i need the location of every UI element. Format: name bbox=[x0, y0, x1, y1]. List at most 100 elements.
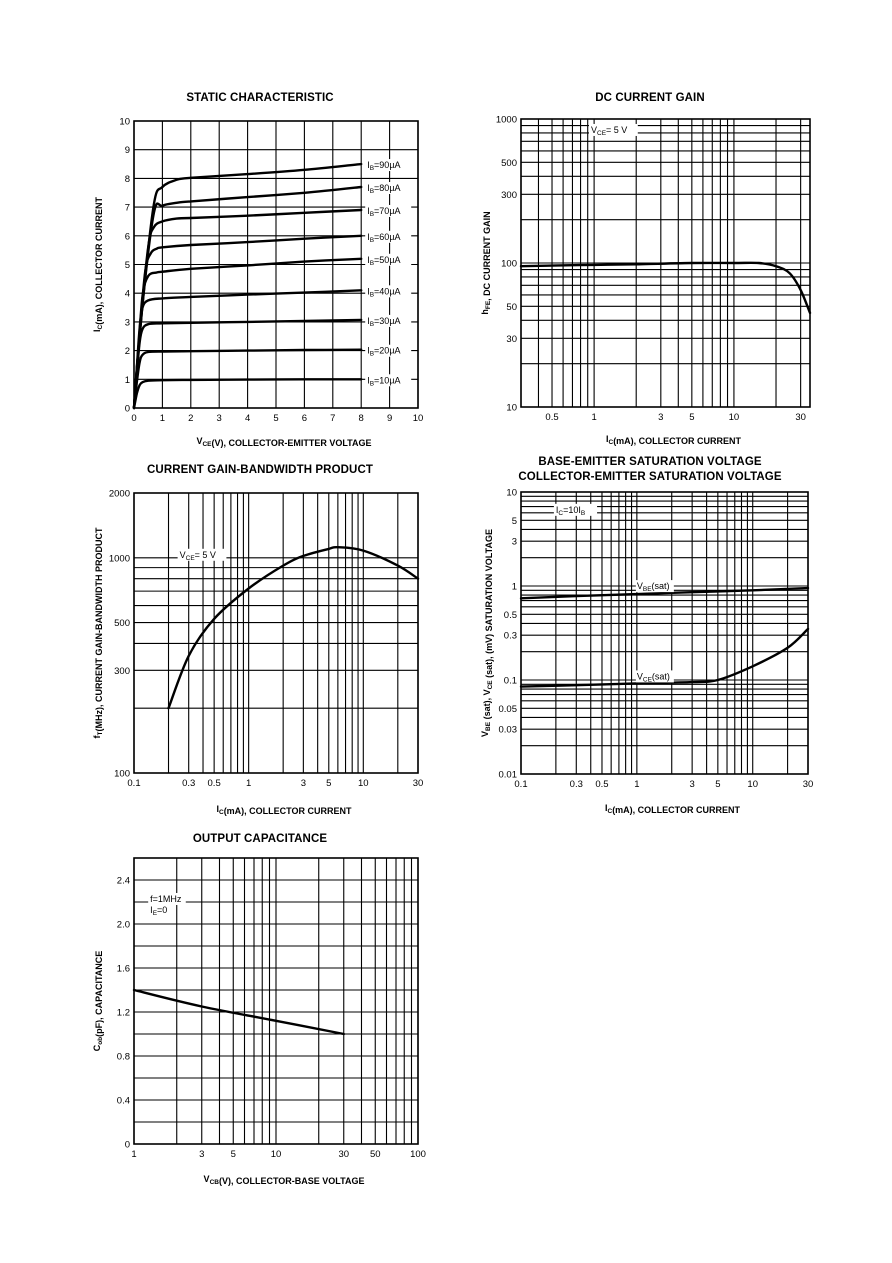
grid bbox=[520, 491, 809, 775]
y-tick-label: 2000 bbox=[109, 489, 130, 500]
curve-label-bg bbox=[365, 344, 412, 357]
series-line bbox=[519, 627, 810, 688]
sat-chart-plot: 0.1 0.3 0.5 1 3 5 10 30 0.01 0.03 0.05 0.1 0.3 0.5 1 3 5… bbox=[480, 488, 814, 816]
y-tick-label: 1000 bbox=[496, 115, 517, 126]
x-tick-label: 0.3 bbox=[570, 779, 583, 790]
y-tick-label: 500 bbox=[501, 158, 517, 169]
curve-label-bg bbox=[365, 230, 412, 243]
annotation-bg bbox=[148, 904, 175, 916]
ft-chart-plot: 0.1 0.3 0.5 1 3 5 10 30 100 300 500 1000 2000 IC(mA),… bbox=[92, 489, 424, 817]
x-tick-label: 10 bbox=[358, 778, 369, 789]
x-tick-label: 5 bbox=[715, 779, 720, 790]
annotation: VCE= 5 V bbox=[591, 125, 627, 137]
x-axis-label: IC(mA), COLLECTOR CURRENT bbox=[606, 434, 742, 446]
annotation: IC=10IB bbox=[556, 505, 585, 517]
x-tick-label: 30 bbox=[803, 779, 814, 790]
y-tick-label: 0.4 bbox=[117, 1096, 130, 1107]
y-tick-label: 0.8 bbox=[117, 1052, 130, 1063]
x-tick-label: 5 bbox=[689, 412, 694, 423]
y-tick-label: 0.05 bbox=[499, 704, 518, 715]
y-tick-label: 0 bbox=[125, 1140, 130, 1151]
y-tick-label: 1 bbox=[512, 582, 517, 593]
x-tick-label: 1 bbox=[634, 779, 639, 790]
y-tick-label: 30 bbox=[506, 334, 517, 345]
dcgain-chart: DC CURRENT GAIN 0.5 1 3 5 10 30 10 30 50 100 300 50… bbox=[470, 88, 830, 458]
x-axis-label: VCE(V), COLLECTOR-EMITTER VOLTAGE bbox=[196, 436, 371, 448]
x-tick-label: 6 bbox=[302, 413, 307, 424]
y-axis-label: Cob(pF), CAPACITANCE bbox=[92, 951, 104, 1052]
y-tick-label: 100 bbox=[114, 769, 130, 780]
curve-label: IB=10µA bbox=[367, 375, 400, 387]
annotation-bg bbox=[553, 503, 598, 516]
chart-title: BASE-EMITTER SATURATION VOLTAGE bbox=[538, 456, 762, 468]
y-tick-label: 0.1 bbox=[504, 676, 517, 687]
chart-title: STATIC CHARACTERISTIC bbox=[186, 92, 334, 104]
y-tick-label: 3 bbox=[125, 317, 130, 328]
curve-label-bg bbox=[365, 374, 412, 387]
y-tick-label: 4 bbox=[125, 289, 130, 300]
y-tick-label: 10 bbox=[506, 488, 517, 499]
y-tick-label: 1000 bbox=[109, 553, 130, 564]
y-tick-label: 50 bbox=[506, 302, 517, 313]
curve-label: IB=40µA bbox=[367, 286, 400, 298]
x-tick-label: 0.1 bbox=[514, 779, 527, 790]
x-tick-label: 10 bbox=[413, 413, 424, 424]
x-tick-label: 2 bbox=[188, 413, 193, 424]
chart-title: CURRENT GAIN-BANDWIDTH PRODUCT bbox=[147, 464, 373, 476]
series-line bbox=[132, 162, 363, 410]
annotation-bg bbox=[588, 123, 638, 136]
y-tick-label: 6 bbox=[125, 231, 130, 242]
plot-frame bbox=[133, 857, 419, 1145]
annotation: f=1MHz bbox=[150, 894, 182, 904]
y-tick-label: 0 bbox=[125, 404, 130, 415]
chart-title: DC CURRENT GAIN bbox=[595, 92, 705, 104]
y-tick-label: 500 bbox=[114, 618, 130, 629]
curve-label-bg bbox=[365, 285, 412, 298]
cob-chart-plot: 1 3 5 10 30 50 100 0 0.4 0.8 1.2 1.6 2.0 2.4 VCB(V), C… bbox=[92, 857, 426, 1186]
curve-label: IB=50µA bbox=[367, 255, 400, 267]
x-tick-label: 0.1 bbox=[127, 778, 140, 789]
cob-chart: OUTPUT CAPACITANCE 1 3 5 10 30 50 100 0 0.4 0.8 1.… bbox=[90, 832, 430, 1202]
y-tick-label: 5 bbox=[512, 516, 517, 527]
plot-frame bbox=[133, 120, 419, 409]
x-tick-label: 3 bbox=[301, 778, 306, 789]
curve-label-bg bbox=[635, 670, 674, 683]
y-tick-label: 9 bbox=[125, 145, 130, 156]
x-tick-label: 0.3 bbox=[182, 778, 195, 789]
x-tick-label: 3 bbox=[217, 413, 222, 424]
y-tick-label: 1.6 bbox=[117, 964, 130, 975]
curve-label-bg bbox=[365, 253, 412, 266]
curve-label: VCE(sat) bbox=[637, 671, 670, 683]
x-tick-label: 3 bbox=[658, 412, 663, 423]
plot-frame bbox=[520, 491, 809, 775]
y-axis-label: hFE, DC CURRENT GAIN bbox=[480, 211, 492, 314]
ft-chart: CURRENT GAIN-BANDWIDTH PRODUCT 0.1 0.3 0.5… bbox=[90, 462, 430, 832]
y-tick-label: 0.03 bbox=[499, 725, 518, 736]
x-tick-label: 30 bbox=[338, 1149, 349, 1160]
y-tick-label: 1.2 bbox=[117, 1008, 130, 1019]
chart-subtitle: COLLECTOR-EMITTER SATURATION VOLTAGE bbox=[518, 471, 782, 483]
x-axis-label: IC(mA), COLLECTOR CURRENT bbox=[216, 804, 352, 816]
y-tick-label: 300 bbox=[501, 190, 517, 201]
x-tick-label: 8 bbox=[359, 413, 364, 424]
x-tick-label: 7 bbox=[330, 413, 335, 424]
series-line bbox=[167, 545, 420, 710]
static-chart: STATIC CHARACTERISTIC 0 1 2 3 4 5 6 7 8 9 10 0 1 2 3 4 5… bbox=[90, 88, 430, 458]
x-tick-label: 0.5 bbox=[595, 779, 608, 790]
x-axis-label: IC(mA), COLLECTOR CURRENT bbox=[605, 803, 741, 815]
curve-label-bg bbox=[635, 580, 674, 593]
curve-label: VBE(sat) bbox=[637, 581, 670, 593]
y-tick-label: 0.5 bbox=[504, 610, 517, 621]
annotation: VCE= 5 V bbox=[180, 550, 216, 562]
x-tick-label: 1 bbox=[246, 778, 251, 789]
x-tick-label: 1 bbox=[591, 412, 596, 423]
series-line bbox=[132, 378, 363, 410]
x-tick-label: 3 bbox=[199, 1149, 204, 1160]
y-tick-label: 10 bbox=[119, 117, 130, 128]
y-axis-label: VBE (sat), VCE (sat), (mV) SATURATION VO… bbox=[480, 529, 494, 737]
y-axis-label: IC(mA), COLLECTOR CURRENT bbox=[92, 196, 104, 332]
x-tick-label: 30 bbox=[413, 778, 424, 789]
y-tick-label: 7 bbox=[125, 203, 130, 214]
x-tick-label: 1 bbox=[131, 1149, 136, 1160]
y-tick-label: 2.0 bbox=[117, 920, 130, 931]
